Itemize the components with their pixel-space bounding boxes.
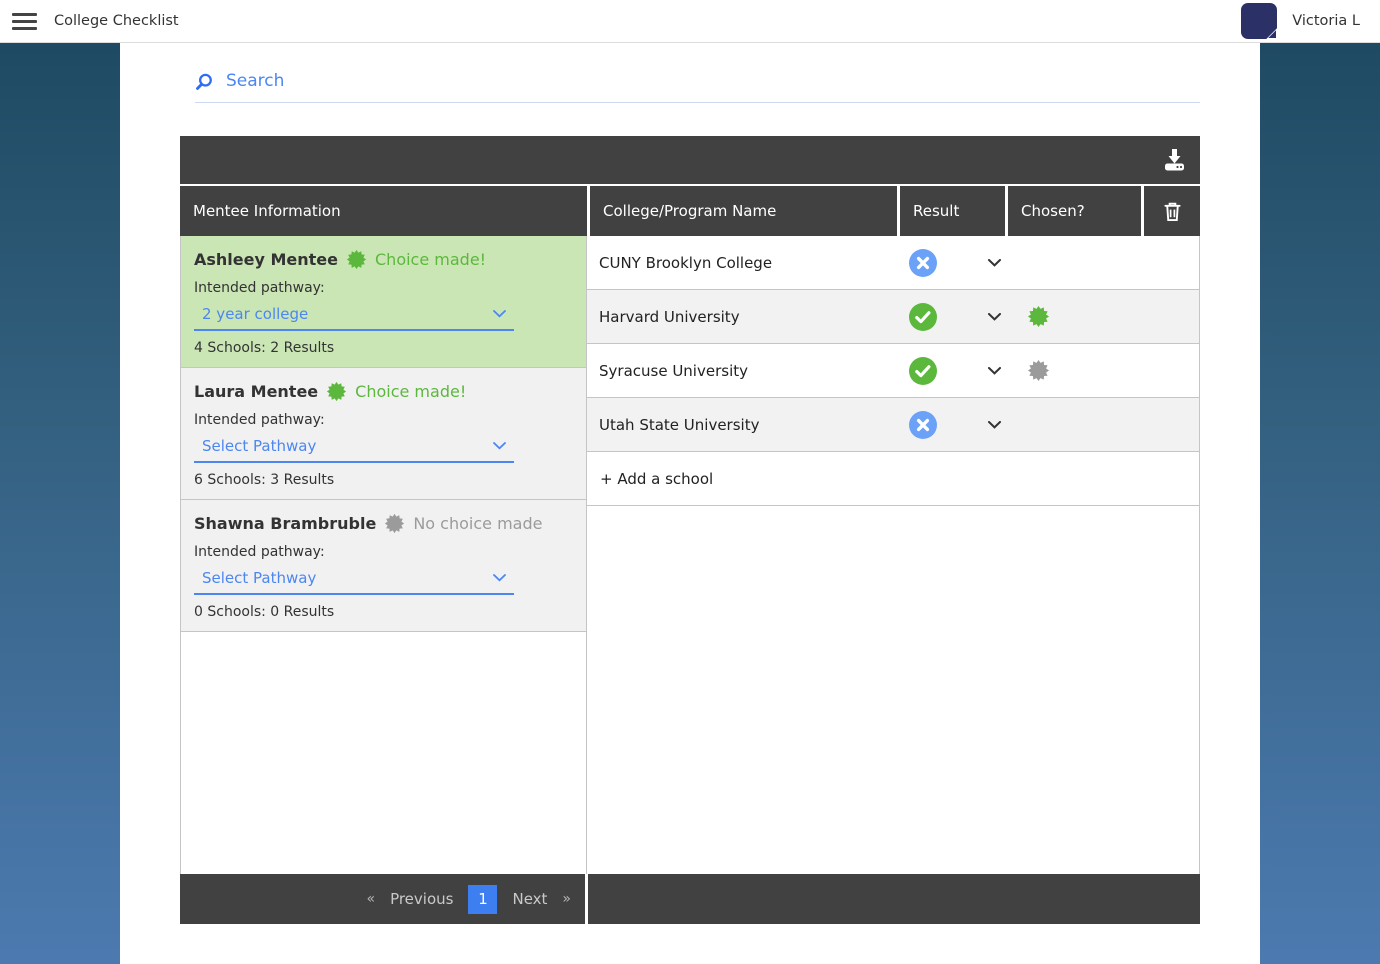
x-circle-icon[interactable] <box>909 410 937 439</box>
mentee-summary: 0 Schools: 0 Results <box>194 604 335 620</box>
x-circle-icon[interactable] <box>909 248 937 277</box>
mentee-name: Laura Mentee <box>194 382 319 401</box>
app-title: College Checklist <box>54 13 179 29</box>
chosen-cell[interactable] <box>1013 305 1149 328</box>
chevron-down-icon[interactable] <box>988 366 1001 375</box>
current-page-button[interactable]: 1 <box>468 884 498 914</box>
page-background: Mentee Information College/Program Name … <box>0 43 1380 964</box>
burst-badge-gray-icon <box>384 513 405 534</box>
pathway-select[interactable]: Select Pathway <box>194 433 514 463</box>
pathway-label: Intended pathway: <box>194 280 325 296</box>
pagination-bar: « Previous 1 Next » <box>180 874 1200 924</box>
username: Victoria L <box>1292 13 1360 29</box>
mentee-name: Shawna Brambruble <box>194 514 377 533</box>
mentee-summary: 6 Schools: 3 Results <box>194 472 335 488</box>
school-name: CUNY Brooklyn College <box>599 253 773 272</box>
add-school-button[interactable]: + Add a school <box>587 452 1199 506</box>
chevron-down-icon[interactable] <box>988 420 1001 429</box>
mentee-list: Ashleey Mentee Choice made! Intended pat… <box>180 236 587 874</box>
content-column: Mentee Information College/Program Name … <box>120 43 1260 964</box>
mentee-list-empty-space <box>181 632 586 874</box>
pathway-select[interactable]: Select Pathway <box>194 565 514 595</box>
table-header-row: Mentee Information College/Program Name … <box>180 186 1200 236</box>
first-page-button[interactable]: « <box>366 891 376 907</box>
checklist-table: Mentee Information College/Program Name … <box>180 136 1200 924</box>
school-row-cuny: CUNY Brooklyn College <box>587 236 1199 290</box>
chevron-down-icon <box>493 310 506 318</box>
pathway-value: Select Pathway <box>202 437 317 455</box>
topbar: College Checklist Victoria L <box>0 0 1380 43</box>
next-page-button[interactable]: Next <box>512 890 548 908</box>
header-result: Result <box>900 186 1005 236</box>
search-input[interactable] <box>224 70 1200 92</box>
page-avatar-icon[interactable] <box>1241 3 1278 39</box>
hamburger-icon[interactable] <box>12 12 37 30</box>
chevron-down-icon[interactable] <box>988 258 1001 267</box>
school-name: Harvard University <box>599 307 740 326</box>
chevron-down-icon[interactable] <box>988 312 1001 321</box>
pathway-select[interactable]: 2 year college <box>194 301 514 331</box>
chevron-down-icon <box>493 574 506 582</box>
header-mentee-information: Mentee Information <box>180 186 587 236</box>
burst-badge-green-icon <box>346 249 367 270</box>
previous-page-button[interactable]: Previous <box>390 890 454 908</box>
school-row-harvard: Harvard University <box>587 290 1199 344</box>
mentee-status: Choice made! <box>355 382 467 401</box>
mentee-status: No choice made <box>413 514 543 533</box>
burst-badge-green-icon[interactable] <box>1027 305 1050 328</box>
search-bar <box>195 43 1200 103</box>
burst-badge-green-icon <box>326 381 347 402</box>
download-icon[interactable] <box>1159 145 1189 175</box>
header-chosen: Chosen? <box>1008 186 1141 236</box>
search-icon <box>195 72 214 91</box>
school-row-utah: Utah State University <box>587 398 1199 452</box>
mentee-card-laura[interactable]: Laura Mentee Choice made! Intended pathw… <box>181 368 586 500</box>
trash-icon[interactable] <box>1144 186 1200 236</box>
pagination-bar-right <box>588 874 1200 924</box>
pathway-value: Select Pathway <box>202 569 317 587</box>
table-toolbar <box>180 136 1200 184</box>
check-circle-icon[interactable] <box>909 356 937 385</box>
mentee-name: Ashleey Mentee <box>194 250 338 269</box>
check-circle-icon[interactable] <box>909 302 937 331</box>
last-page-button[interactable]: » <box>562 891 571 907</box>
burst-badge-gray-icon[interactable] <box>1027 359 1050 382</box>
pathway-label: Intended pathway: <box>194 544 325 560</box>
school-name: Utah State University <box>599 415 760 434</box>
header-college-program-name: College/Program Name <box>590 186 897 236</box>
school-list-empty-space <box>587 506 1199 874</box>
pathway-value: 2 year college <box>202 305 309 323</box>
school-row-syracuse: Syracuse University <box>587 344 1199 398</box>
mentee-card-ashleey[interactable]: Ashleey Mentee Choice made! Intended pat… <box>181 236 586 368</box>
school-list: CUNY Brooklyn College <box>587 236 1200 874</box>
chosen-cell[interactable] <box>1013 359 1149 382</box>
chevron-down-icon <box>493 442 506 450</box>
school-name: Syracuse University <box>599 361 748 380</box>
pathway-label: Intended pathway: <box>194 412 325 428</box>
mentee-card-shawna[interactable]: Shawna Brambruble No choice made Intende… <box>181 500 586 632</box>
mentee-summary: 4 Schools: 2 Results <box>194 340 335 356</box>
mentee-status: Choice made! <box>375 250 487 269</box>
